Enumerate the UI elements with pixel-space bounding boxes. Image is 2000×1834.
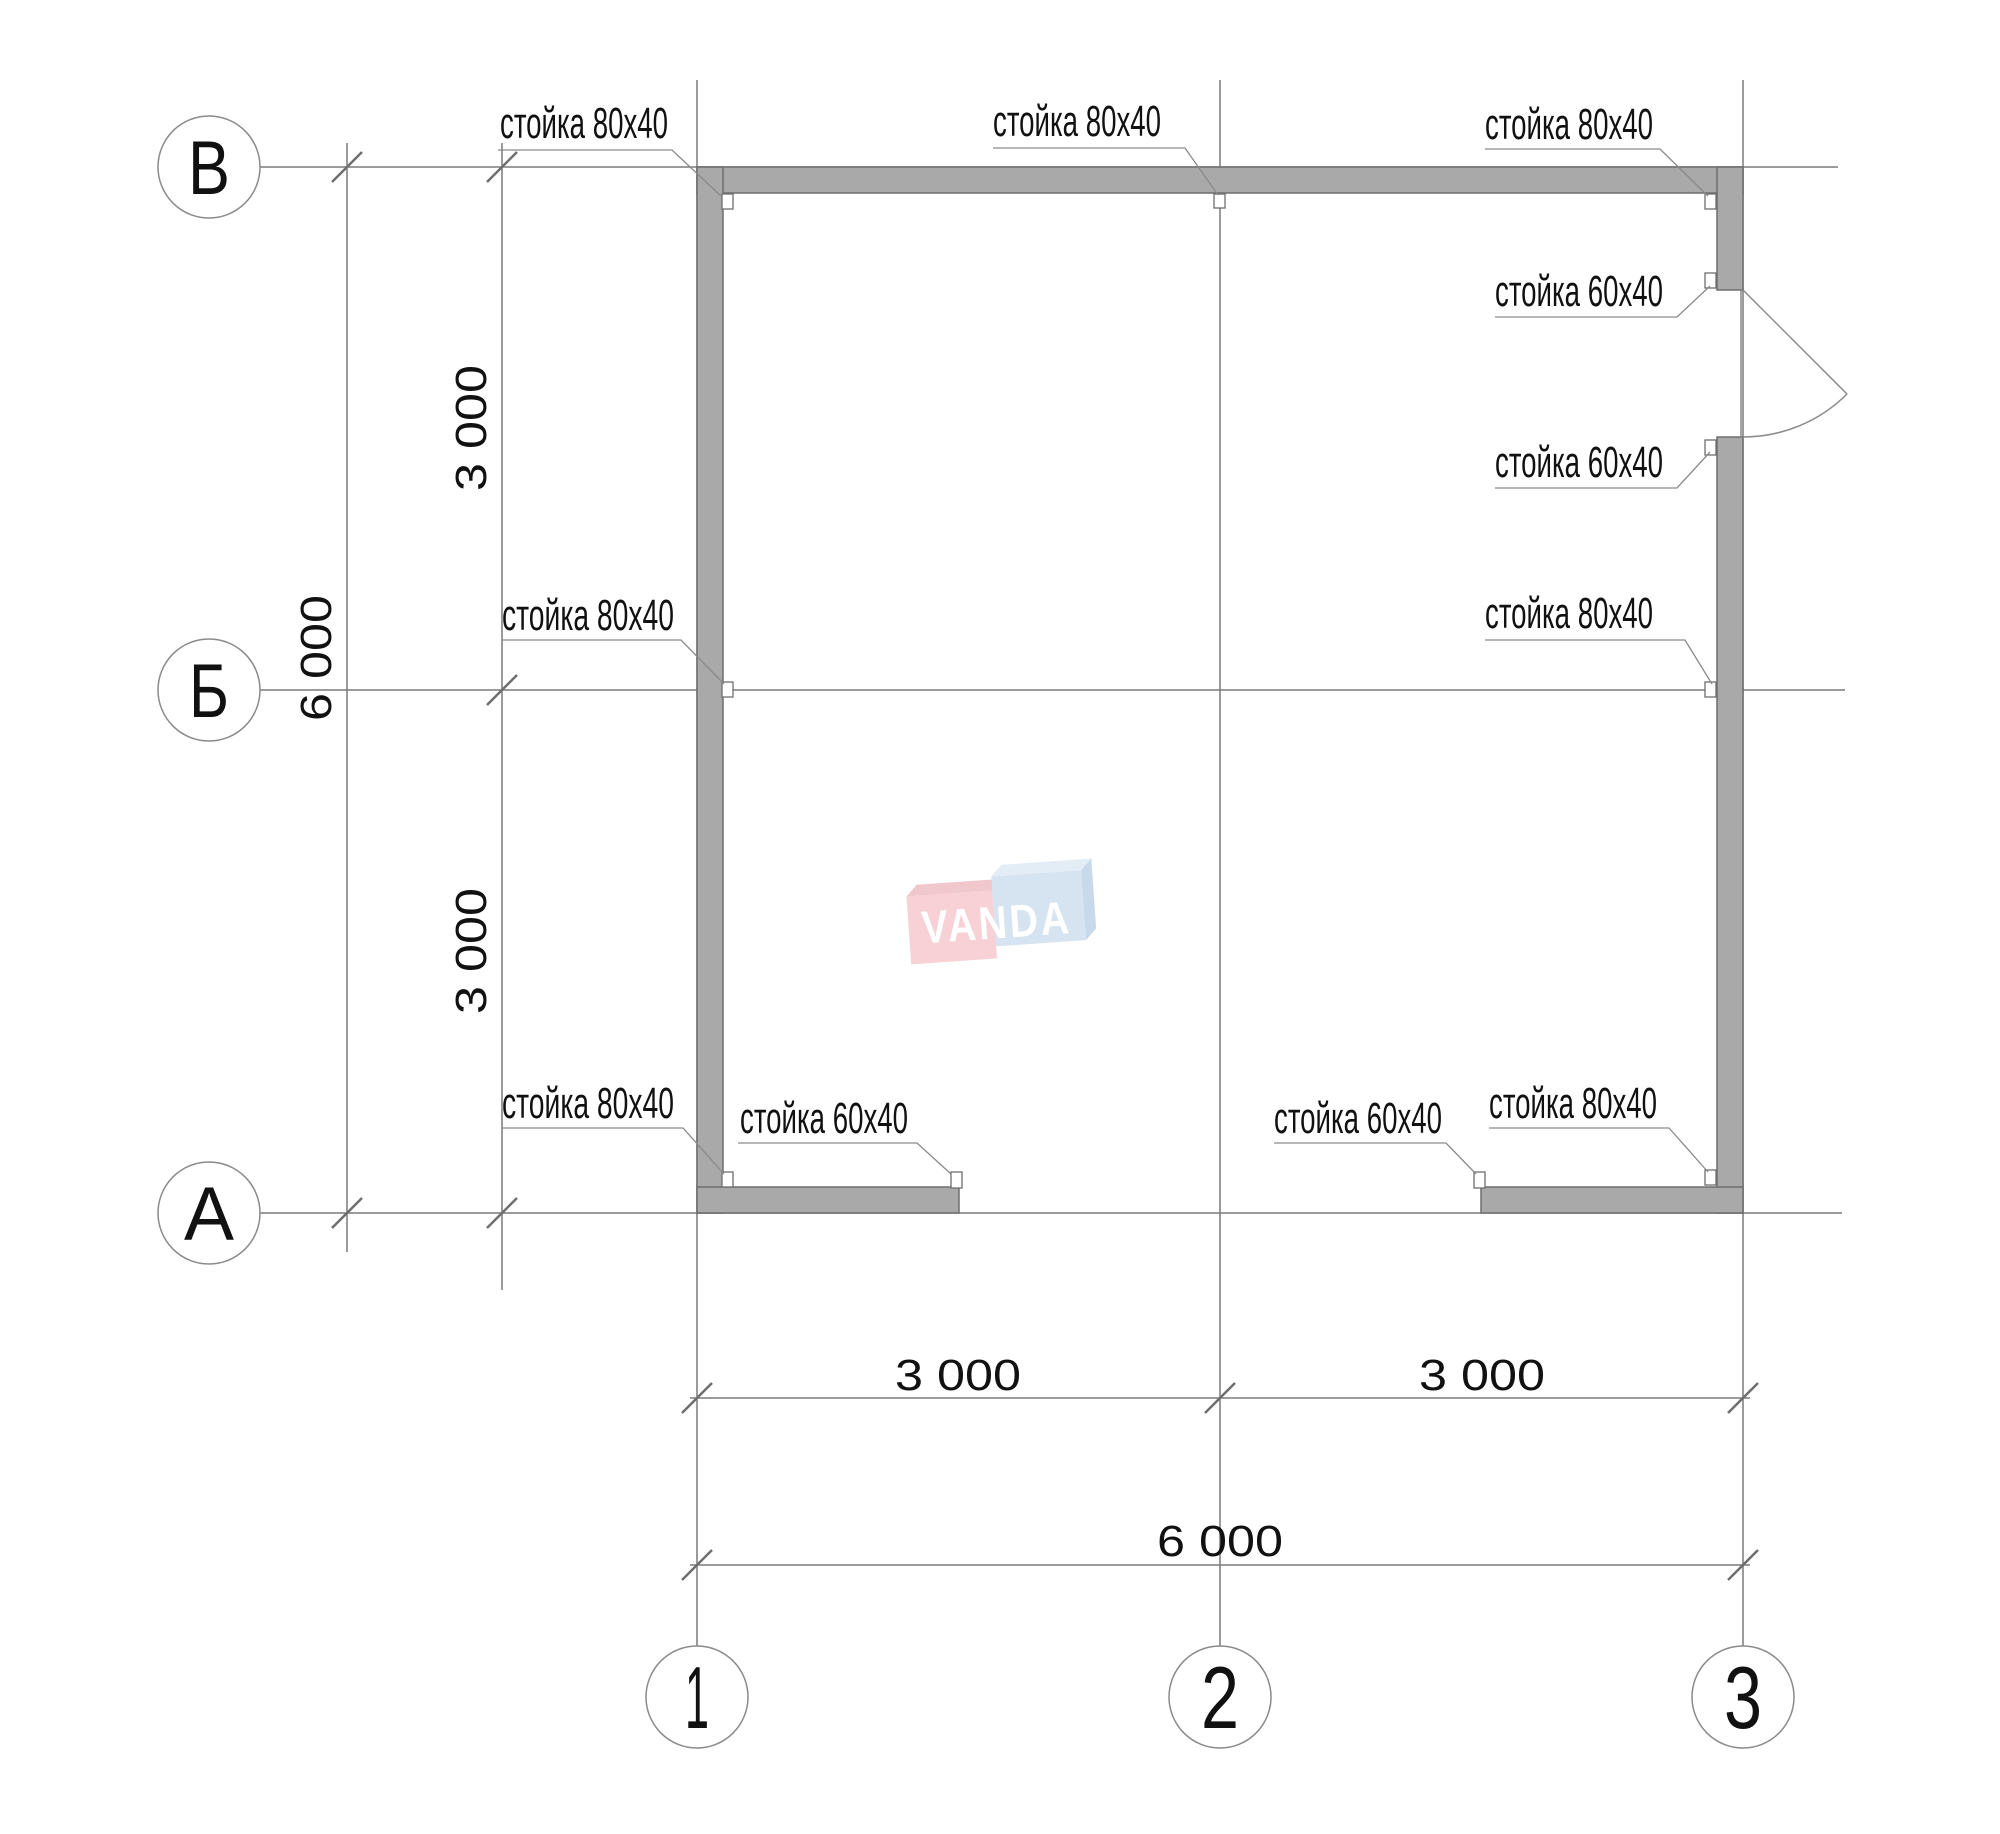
tick (486, 151, 518, 183)
wall-top (696, 166, 1744, 194)
leader-top-left (498, 149, 722, 197)
watermark-pink-top-face (906, 878, 1003, 897)
stud-label: стойка 60x40 (740, 1094, 908, 1143)
wall-bottom-right (1480, 1186, 1744, 1214)
axis-bubble-row-v (157, 115, 261, 219)
tick (1727, 1382, 1759, 1414)
wall-left (696, 166, 724, 1214)
stud-label: стойка 80x40 (502, 591, 674, 640)
axis-label-v: В (188, 126, 230, 211)
dimension-texts: 3 000 3 000 6 000 3 000 3 000 6 000 (292, 365, 1545, 1566)
stud-label: стойка 80x40 (993, 97, 1161, 146)
axis-label-3: 3 (1724, 1648, 1762, 1747)
leader-left-middle (502, 639, 725, 685)
axis-label-1: 1 (685, 1648, 709, 1747)
tick (681, 1549, 713, 1581)
stud-posts (721, 193, 1717, 1189)
watermark-blue-top-face (991, 858, 1092, 877)
axis-bubble-col-3 (1691, 1645, 1795, 1749)
tick (486, 1197, 518, 1229)
stud-label: стойка 60x40 (1495, 438, 1663, 487)
leader-top-right (1485, 148, 1709, 197)
leader-bottom-right-80 (1489, 1127, 1709, 1173)
door-leaf (1742, 289, 1848, 395)
stud-label: стойка 60x40 (1274, 1094, 1442, 1143)
wall-right-upper (1716, 166, 1744, 291)
dimension-ticks (331, 151, 1759, 1581)
post-marker-bottom-left-corner (721, 1171, 734, 1188)
leader-door-bottom (1495, 451, 1711, 489)
dim-left-total-6000: 6 000 (292, 595, 341, 721)
post-marker-top-left-corner (721, 193, 734, 210)
leader-bottom-left-60 (738, 1142, 952, 1175)
stud-label: стойка 80x40 (502, 1079, 674, 1128)
post-marker-door-bottom (1704, 439, 1717, 456)
dim-bottom-left-3000: 3 000 (895, 1351, 1021, 1400)
wall-bottom-left (696, 1186, 960, 1214)
post-marker-bottom-right-corner (1704, 1169, 1717, 1186)
stud-label: стойка 80x40 (500, 99, 668, 148)
tick (331, 1197, 363, 1229)
axis-bubble-col-1 (645, 1645, 749, 1749)
stud-label: стойка 60x40 (1495, 267, 1663, 316)
stud-label-texts: стойка 80x40 стойка 80x40 стойка 80x40 с… (500, 97, 1663, 1143)
tick (486, 674, 518, 706)
dim-left-lower-3000: 3 000 (447, 888, 496, 1014)
leader-right-middle (1485, 639, 1713, 685)
post-marker-left-middle (721, 681, 734, 698)
tick (1727, 1549, 1759, 1581)
wall-right-lower (1716, 436, 1744, 1214)
vanda-watermark: VANDA (906, 858, 1097, 965)
axis-label-2: 2 (1201, 1648, 1239, 1747)
watermark-blue-box (991, 870, 1086, 947)
post-marker-opening-right-jamb (1473, 1171, 1486, 1189)
axis-bubbles: В Б А 1 2 3 (157, 115, 1795, 1749)
dim-bottom-total-6000: 6 000 (1157, 1517, 1283, 1566)
axis-bubble-row-a (157, 1161, 261, 1265)
walls (696, 166, 1744, 1214)
axis-bubble-col-2 (1168, 1645, 1272, 1749)
post-marker-top-right-corner (1704, 193, 1717, 210)
tick (331, 151, 363, 183)
leader-bottom-left-80 (502, 1127, 725, 1175)
tick (681, 1382, 713, 1414)
watermark-blue-side-face (1081, 858, 1097, 941)
dim-bottom-right-3000: 3 000 (1419, 1351, 1545, 1400)
leader-top-center (993, 147, 1219, 196)
door-swing-arc (1742, 393, 1848, 438)
leader-bottom-right-60 (1274, 1142, 1477, 1175)
leader-lines (498, 147, 1713, 1175)
post-marker-door-top (1704, 272, 1717, 289)
tick (1204, 1382, 1236, 1414)
post-marker-top-center (1213, 193, 1226, 209)
axis-label-a: А (184, 1172, 234, 1257)
stud-label: стойка 80x40 (1489, 1079, 1657, 1128)
post-marker-opening-left-jamb (950, 1171, 963, 1189)
dim-left-upper-3000: 3 000 (447, 365, 496, 491)
post-marker-right-middle (1704, 681, 1717, 698)
axis-bubble-row-b (157, 638, 261, 742)
stud-label: стойка 80x40 (1485, 589, 1653, 638)
stud-label: стойка 80x40 (1485, 100, 1653, 149)
leader-door-top (1495, 285, 1711, 318)
axis-label-b: Б (189, 649, 229, 734)
watermark-pink-box (906, 890, 998, 965)
door (1740, 289, 1848, 438)
watermark-text: VANDA (920, 891, 1073, 953)
